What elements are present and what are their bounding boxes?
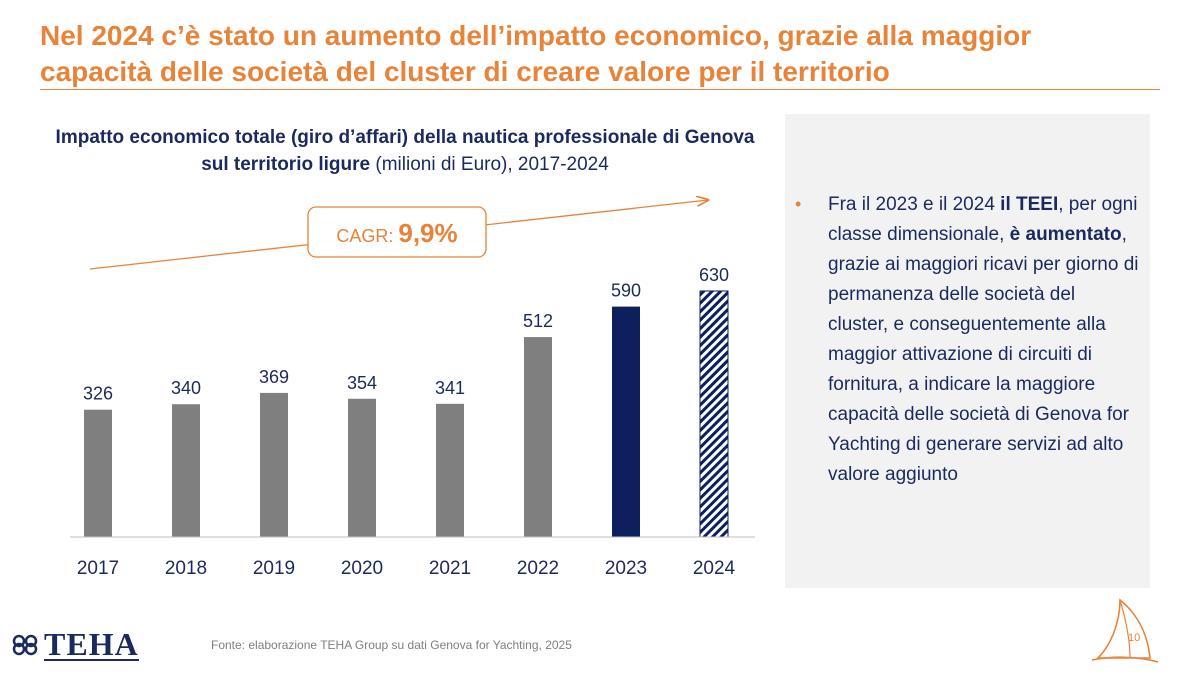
bar-2018 [172, 404, 200, 537]
data-label-2021: 341 [435, 378, 465, 398]
data-label-2019: 369 [259, 367, 289, 387]
data-label-2022: 512 [523, 311, 553, 331]
data-label-2020: 354 [347, 373, 377, 393]
bullet-bold-1: il TEEI [1000, 194, 1059, 215]
teha-logo: TEHA [12, 628, 139, 662]
data-label-2023: 590 [611, 281, 641, 301]
x-tick-2019: 2019 [253, 558, 295, 579]
cagr-value: 9,9% [398, 218, 457, 248]
bullet-bold-2: è aumentato [1009, 224, 1122, 245]
teha-logo-text: TEHA [44, 626, 139, 662]
bullet-dot-icon: • [795, 194, 802, 214]
sail-logo-icon [1091, 598, 1159, 663]
x-tick-2020: 2020 [341, 558, 383, 579]
data-label-2018: 340 [171, 378, 201, 398]
x-tick-2021: 2021 [429, 558, 471, 579]
page-number: 10 [1128, 632, 1141, 644]
x-tick-2017: 2017 [77, 558, 119, 579]
chart-title-main: Impatto economico totale (giro d’affari)… [55, 127, 755, 175]
bar-chart: CAGR: 9,9% 326 340 369 354 341 512 590 630 2017… [70, 0, 755, 579]
data-label-2017: 326 [83, 384, 113, 404]
x-tick-2018: 2018 [165, 558, 207, 579]
bar-2019 [260, 392, 288, 537]
source-note: Fonte: elaborazione TEHA Group su dati G… [211, 638, 572, 652]
x-tick-2022: 2022 [517, 558, 559, 579]
cagr-label: CAGR: [336, 226, 398, 246]
bullet-text-3: , grazie ai maggiori ricavi per giorno d… [828, 224, 1139, 485]
cagr-callout-text: CAGR: 9,9% [336, 218, 457, 248]
x-tick-2023: 2023 [605, 558, 647, 579]
bar-2023 [612, 306, 640, 537]
chart-title: Impatto economico totale (giro d’affari)… [40, 124, 770, 178]
bar-2020 [348, 398, 376, 537]
commentary-text: Fra il 2023 e il 2024 il TEEI, per ogni … [828, 190, 1140, 490]
chart-title-units: (milioni di Euro), 2017-2024 [370, 154, 609, 175]
bar-2017 [84, 409, 112, 537]
bar-2022 [524, 337, 552, 537]
bullet-text-2: , per ogni classe dimensionale, [828, 194, 1138, 245]
bullet-text-1: Fra il 2023 e il 2024 [828, 194, 1001, 215]
x-tick-2024: 2024 [693, 558, 736, 579]
teha-logo-icon [12, 634, 38, 656]
bar-2024 [699, 290, 729, 538]
data-label-2024: 630 [699, 265, 729, 285]
commentary-panel [785, 114, 1150, 588]
cagr-callout-box [307, 206, 487, 258]
bar-2021 [436, 403, 464, 537]
slide-title: Nel 2024 c’è stato un aumento dell’impat… [40, 20, 1032, 87]
title-divider [40, 89, 1160, 90]
